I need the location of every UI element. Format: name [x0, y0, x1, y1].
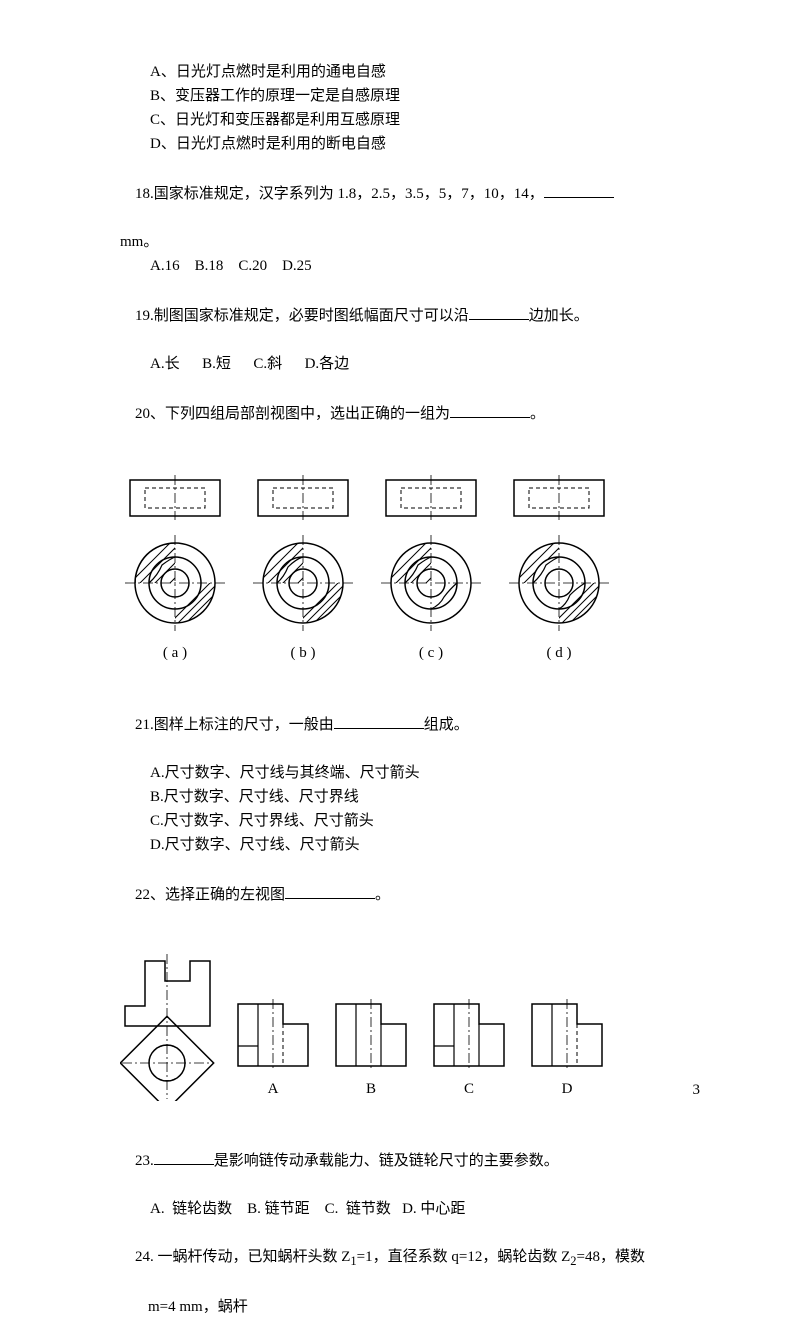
q20-fig-d: ( d ) [504, 470, 614, 665]
q24-b: =1，直径系数 q=12，蜗轮齿数 Z [357, 1249, 571, 1265]
q17-opt-a: A、日光灯点燃时是利用的通电自感 [120, 60, 710, 84]
q24-text: 24. 一蜗杆传动，已知蜗杆头数 Z1=1，直径系数 q=12，蜗轮齿数 Z2=… [120, 1221, 710, 1295]
q22-label-a: A [268, 1077, 279, 1101]
q18-a: 18.国家标准规定，汉字系列为 1.8，2.5，3.5，5，7，10，14， [135, 186, 544, 202]
q22-label-d: D [562, 1077, 573, 1101]
q18-text: 18.国家标准规定，汉字系列为 1.8，2.5，3.5，5，7，10，14， [120, 156, 710, 230]
q22-text: 22、选择正确的左视图 。 [120, 857, 710, 931]
q20-top-c [376, 470, 486, 525]
q22-opt-b: B [331, 996, 411, 1101]
q20-bot-d [504, 533, 614, 633]
q22-figures: A B C [120, 951, 710, 1101]
q19-blank [469, 302, 529, 320]
q21-opt-d: D.尺寸数字、尺寸线、尺寸箭头 [120, 833, 710, 857]
q23-a: 23. [135, 1153, 154, 1169]
q20-bot-c [376, 533, 486, 633]
q19-b: 边加长。 [529, 308, 589, 324]
q20-label-c: ( c ) [419, 641, 443, 665]
q20-top-b [248, 470, 358, 525]
q20-figures: ( a ) [120, 470, 710, 665]
q20-top-d [504, 470, 614, 525]
q18-blank [544, 180, 614, 198]
q21-opt-c: C.尺寸数字、尺寸界线、尺寸箭头 [120, 809, 710, 833]
q20-label-b: ( b ) [291, 641, 316, 665]
q20-blank [450, 400, 530, 418]
q22-view-c [429, 996, 509, 1071]
q22-label-c: C [464, 1077, 474, 1101]
page-content: A、日光灯点燃时是利用的通电自感 B、变压器工作的原理一定是自感原理 C、日光灯… [0, 60, 800, 1319]
q17-opt-c: C、日光灯和变压器都是利用互感原理 [120, 108, 710, 132]
q18-mm: mm。 [120, 230, 710, 254]
q21-b: 组成。 [424, 717, 469, 733]
q21-opt-b: B.尺寸数字、尺寸线、尺寸界线 [120, 785, 710, 809]
q20-b: 。 [530, 406, 545, 422]
q20-bot-a [120, 533, 230, 633]
q20-fig-c: ( c ) [376, 470, 486, 665]
q23-opts: A. 链轮齿数 B. 链节距 C. 链节数 D. 中心距 [120, 1197, 710, 1221]
q21-blank [334, 711, 424, 729]
q20-fig-a: ( a ) [120, 470, 230, 665]
q20-label-a: ( a ) [163, 641, 187, 665]
q22-view-d [527, 996, 607, 1071]
q23-blank [154, 1147, 214, 1165]
q21-opt-a: A.尺寸数字、尺寸线与其终端、尺寸箭头 [120, 761, 710, 785]
q24-a: 24. 一蜗杆传动，已知蜗杆头数 Z [135, 1249, 350, 1265]
q19-a: 19.制图国家标准规定，必要时图纸幅面尺寸可以沿 [135, 308, 469, 324]
q20-label-d: ( d ) [547, 641, 572, 665]
q17-opt-d: D、日光灯点燃时是利用的断电自感 [120, 132, 710, 156]
q22-opt-c: C [429, 996, 509, 1101]
q22-main [120, 951, 215, 1101]
q19-text: 19.制图国家标准规定，必要时图纸幅面尺寸可以沿 边加长。 [120, 278, 710, 352]
q22-front [120, 951, 215, 1101]
q19-opts: A.长 B.短 C.斜 D.各边 [120, 352, 710, 376]
q24-line2: m=4 mm，蜗杆 [120, 1295, 710, 1319]
q24-c: =48，模数 [577, 1249, 645, 1265]
q18-opts: A.16 B.18 C.20 D.25 [120, 254, 710, 278]
q17-opt-b: B、变压器工作的原理一定是自感原理 [120, 84, 710, 108]
q21-a: 21.图样上标注的尺寸，一般由 [135, 717, 334, 733]
q22-opt-a: A [233, 996, 313, 1101]
q22-opt-d: D [527, 996, 607, 1101]
page-number: 3 [693, 1078, 701, 1102]
q20-a: 20、下列四组局部剖视图中，选出正确的一组为 [135, 406, 450, 422]
q22-b: 。 [375, 887, 390, 903]
q20-bot-b [248, 533, 358, 633]
q20-text: 20、下列四组局部剖视图中，选出正确的一组为 。 [120, 376, 710, 450]
q22-blank [285, 881, 375, 899]
q20-top-a [120, 470, 230, 525]
q21-text: 21.图样上标注的尺寸，一般由 组成。 [120, 687, 710, 761]
q20-fig-b: ( b ) [248, 470, 358, 665]
q22-a: 22、选择正确的左视图 [135, 887, 285, 903]
q23-b: 是影响链传动承载能力、链及链轮尺寸的主要参数。 [214, 1153, 559, 1169]
q23-text: 23. 是影响链传动承载能力、链及链轮尺寸的主要参数。 [120, 1123, 710, 1197]
q22-label-b: B [366, 1077, 376, 1101]
q22-view-b [331, 996, 411, 1071]
q22-view-a [233, 996, 313, 1071]
